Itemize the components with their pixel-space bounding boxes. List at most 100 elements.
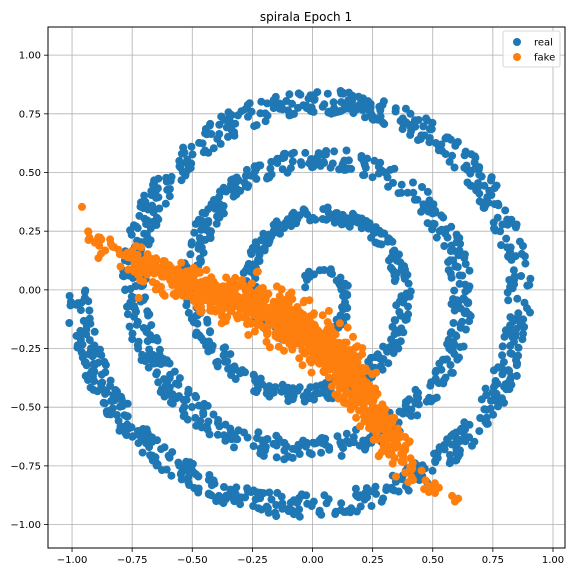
real-point <box>175 392 183 401</box>
fake-point <box>217 298 226 307</box>
fake-point <box>246 287 255 296</box>
real-point <box>135 211 144 220</box>
real-point <box>443 355 451 364</box>
real-point <box>390 486 399 495</box>
real-point <box>310 95 319 104</box>
real-point <box>243 484 252 493</box>
fake-point <box>352 413 361 422</box>
real-point <box>138 448 147 457</box>
real-point <box>226 428 235 437</box>
fake-point <box>343 323 352 332</box>
real-point <box>464 285 473 294</box>
real-point <box>243 433 252 442</box>
real-point <box>432 393 441 402</box>
fake-point <box>405 437 414 446</box>
fake-point <box>298 361 307 370</box>
real-point <box>477 395 486 404</box>
real-point <box>288 157 297 166</box>
real-point <box>437 211 446 220</box>
fake-point <box>223 313 232 321</box>
legend-marker-real <box>513 38 521 46</box>
x-tick-label: −0.75 <box>117 555 148 566</box>
fake-point <box>201 276 209 285</box>
real-point <box>446 247 455 255</box>
real-point <box>261 109 270 118</box>
real-point <box>476 414 485 422</box>
real-point <box>379 355 388 364</box>
real-point <box>231 375 240 383</box>
fake-point <box>305 296 314 305</box>
real-point <box>254 504 263 513</box>
real-point <box>204 489 213 498</box>
real-point <box>146 224 155 233</box>
fake-point <box>206 306 215 315</box>
fake-point <box>399 449 408 458</box>
real-point <box>501 206 510 215</box>
real-point <box>452 448 461 457</box>
real-point <box>410 195 419 204</box>
real-point <box>206 328 214 337</box>
fake-point <box>335 384 344 393</box>
real-point <box>290 148 298 157</box>
real-point <box>395 407 404 416</box>
fake-point <box>358 369 367 378</box>
real-point <box>175 162 184 171</box>
real-point <box>284 397 293 406</box>
real-point <box>165 175 173 184</box>
real-point <box>289 208 298 217</box>
real-point <box>354 92 363 101</box>
real-point <box>258 489 267 498</box>
real-point <box>221 436 230 445</box>
real-point <box>227 126 236 135</box>
real-point <box>351 484 360 493</box>
real-point <box>100 386 108 395</box>
real-point <box>244 112 252 121</box>
real-point <box>160 443 169 452</box>
fake-point <box>360 417 369 426</box>
fake-point <box>409 476 417 485</box>
real-point <box>153 336 161 345</box>
real-point <box>396 337 405 346</box>
fake-point <box>358 344 367 353</box>
fake-point <box>360 405 369 413</box>
real-point <box>519 242 527 250</box>
real-point <box>212 497 221 506</box>
fake-point <box>209 280 218 289</box>
real-point <box>409 178 417 187</box>
fake-point <box>137 243 146 252</box>
fake-point <box>78 202 86 211</box>
fake-point <box>208 296 217 305</box>
real-point <box>194 484 203 493</box>
real-point <box>325 213 334 222</box>
fake-point <box>252 311 261 320</box>
real-point <box>386 165 395 174</box>
fake-point <box>195 268 204 277</box>
real-point <box>78 348 86 357</box>
fake-point <box>202 266 211 274</box>
real-point <box>333 432 342 441</box>
real-point <box>391 104 400 113</box>
real-point <box>352 491 361 500</box>
fake-point <box>94 254 103 263</box>
real-point <box>424 207 433 216</box>
fake-point <box>337 358 346 367</box>
real-point <box>265 488 274 497</box>
real-point <box>280 149 288 158</box>
real-point <box>396 258 405 267</box>
real-point <box>450 163 459 172</box>
real-point <box>92 349 101 358</box>
real-point <box>394 344 403 353</box>
real-point <box>396 311 405 320</box>
fake-point <box>324 373 333 382</box>
real-point <box>99 398 108 407</box>
real-point <box>482 419 491 428</box>
x-tick-label: 0.25 <box>361 555 383 566</box>
fake-point <box>184 291 193 300</box>
real-point <box>309 497 318 506</box>
real-point <box>383 347 392 356</box>
fake-point <box>309 310 318 319</box>
real-point <box>246 247 255 256</box>
real-point <box>474 179 482 188</box>
real-point <box>285 90 294 99</box>
fake-point <box>348 369 357 378</box>
